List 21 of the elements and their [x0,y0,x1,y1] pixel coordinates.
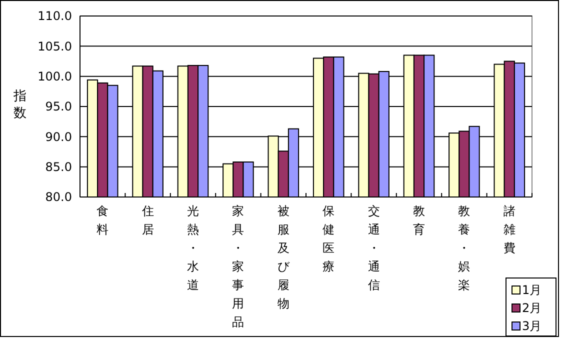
y-axis-title: 指数 [12,89,26,121]
x-tick-label: 交通・通信 [368,204,380,292]
x-tick-label: 教育 [413,204,425,236]
y-tick-label: 105.0 [38,39,72,54]
legend-label: 1月 [522,283,542,298]
x-tick-label: 保健医療 [322,204,335,274]
x-tick-label: 家具・家事用品 [232,204,244,329]
x-tick-label: 食料 [96,204,109,236]
legend-label: 2月 [522,301,542,316]
x-tick-label: 教養・娯楽 [458,204,470,292]
legend-label: 3月 [522,319,542,334]
y-tick-label: 95.0 [45,100,72,114]
y-tick-label: 80.0 [45,190,72,204]
x-tick-label: 光熱・水道 [187,204,199,292]
y-tick-label: 110.0 [38,9,72,24]
x-tick-label: 諸雑費 [503,204,516,255]
y-tick-label: 100.0 [38,70,72,84]
x-tick-label: 被服及び履物 [277,204,290,310]
y-tick-label: 90.0 [45,130,72,144]
y-tick-label: 85.0 [45,160,72,174]
x-tick-label: 住居 [140,204,154,236]
